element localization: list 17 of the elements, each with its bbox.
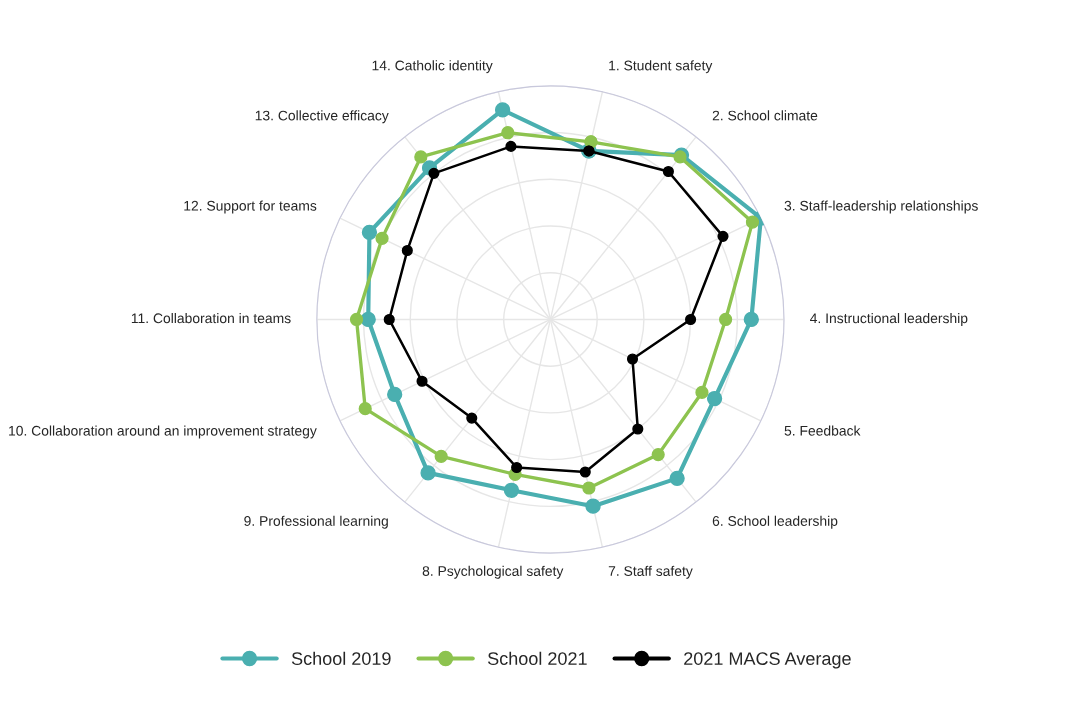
spoke-label: 1. Student safety (609, 60, 713, 74)
spoke-label: 4. Instructional leadership (810, 312, 968, 326)
spoke-label: 6. School leadership (712, 515, 838, 529)
spoke-label: 12. Support for teams (184, 200, 317, 214)
spoke-label: 5. Feedback (784, 425, 861, 436)
legend-label: 2021 MACS Average (684, 652, 851, 669)
spoke-label: 2. School climate (712, 110, 818, 121)
legend-label: School 2019 (291, 651, 391, 665)
spoke-label: 13. Collective efficacy (255, 110, 389, 124)
spoke-label: 3. Staff-leadership relationships (784, 200, 978, 214)
spoke-label: 9. Professional learning (244, 515, 388, 529)
spoke-label: 14. Catholic identity (372, 60, 493, 74)
spoke-label: 10. Collaboration around an improvement strategy (9, 425, 317, 439)
spoke-label: 7. Staff safety (608, 565, 693, 579)
spoke-label: 11. Collaboration in teams (131, 312, 291, 324)
legend-label: School 2021 (487, 651, 587, 665)
spoke-label: 8. Psychological safety (422, 565, 564, 579)
